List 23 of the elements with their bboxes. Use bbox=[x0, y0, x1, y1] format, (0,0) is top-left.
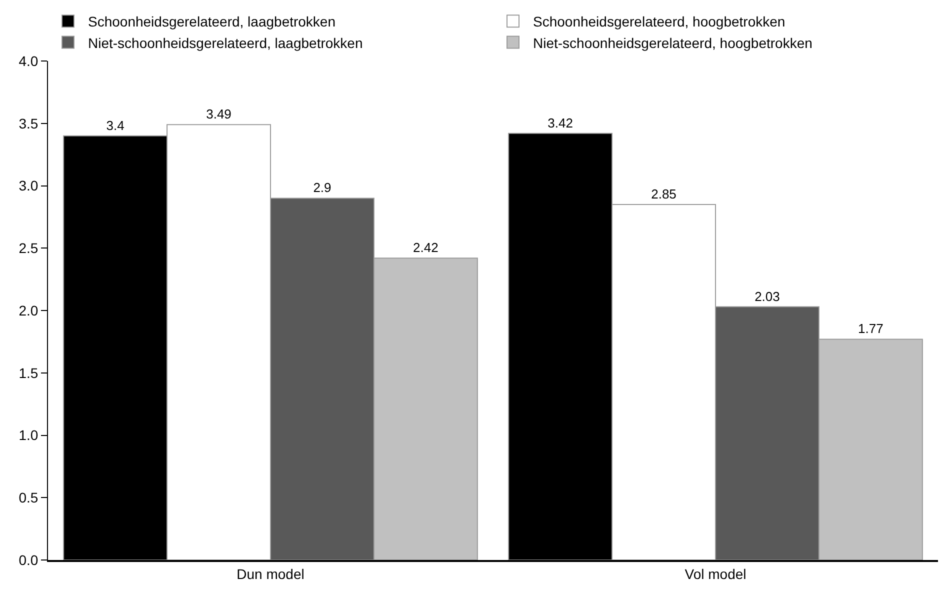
y-tick-label: 0.0 bbox=[18, 552, 38, 568]
legend-label: Schoonheidsgerelateerd, hoogbetrokken bbox=[533, 14, 786, 30]
legend-label: Niet-schoonheidsgerelateerd, laagbetrokken bbox=[88, 34, 363, 51]
data-label: 3.49 bbox=[206, 106, 232, 122]
y-tick-label: 1.5 bbox=[18, 364, 38, 381]
x-tick-label: Vol model bbox=[684, 566, 746, 582]
y-tick-label: 4.0 bbox=[18, 52, 38, 69]
y-tick-label: 1.0 bbox=[18, 427, 38, 444]
data-label: 2.9 bbox=[313, 180, 332, 196]
data-label: 2.42 bbox=[413, 240, 438, 256]
x-tick-label: Dun model bbox=[236, 566, 304, 582]
data-label: 2.03 bbox=[754, 288, 780, 304]
legend-label: Schoonheidsgerelateerd, laagbetrokken bbox=[88, 14, 336, 30]
y-tick-label: 2.0 bbox=[18, 302, 38, 318]
legend-label: Niet-schoonheidsgerelateerd, hoogbetrokken bbox=[533, 34, 812, 51]
data-label: 2.85 bbox=[651, 186, 676, 202]
data-label: 3.42 bbox=[548, 115, 573, 130]
y-tick-label: 3.0 bbox=[18, 178, 38, 194]
y-tick-label: 3.5 bbox=[18, 115, 38, 132]
y-tick-label: 2.5 bbox=[18, 240, 38, 256]
data-label: 3.4 bbox=[106, 118, 124, 133]
data-label: 1.77 bbox=[858, 321, 884, 336]
y-tick-label: 0.5 bbox=[18, 490, 38, 506]
